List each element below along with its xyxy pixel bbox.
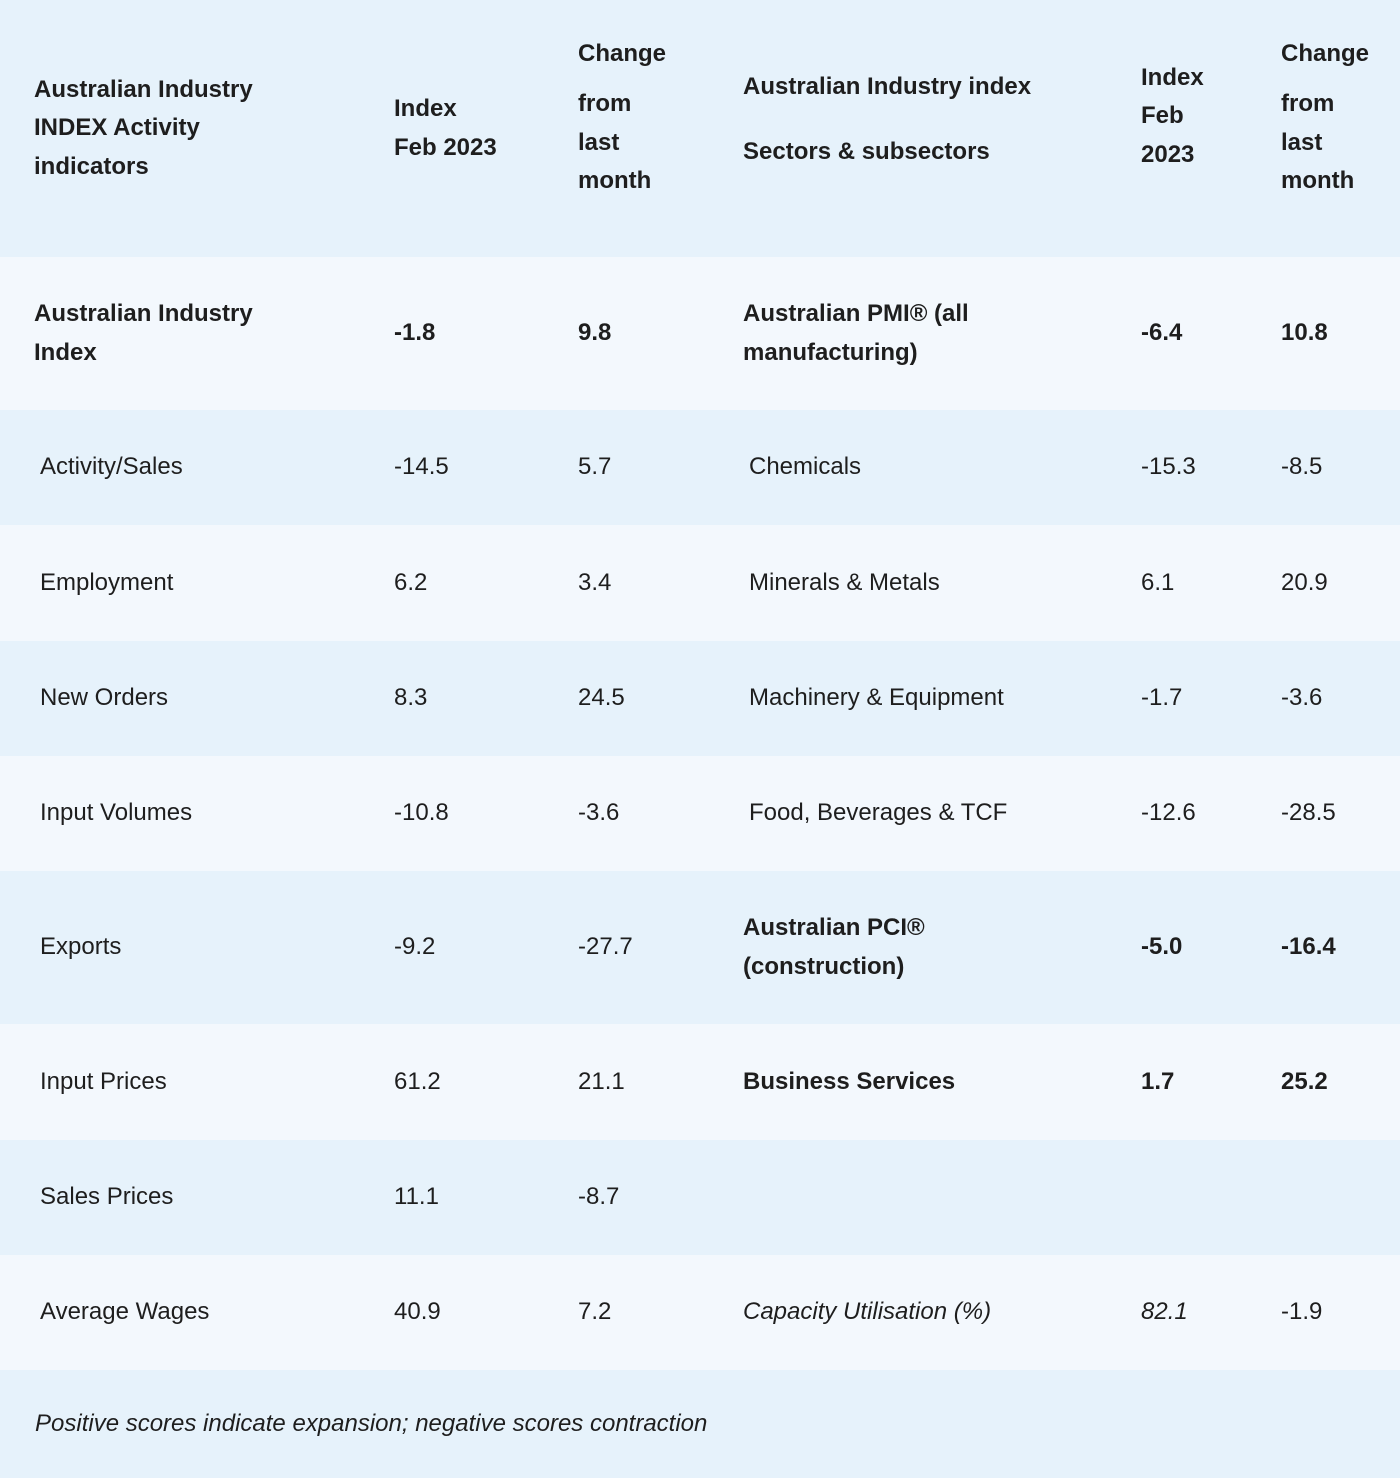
indicator-index-value: -1.8 [394,319,436,347]
indicator-name: Average Wages [40,1298,210,1326]
sector-index-value: -15.3 [1141,453,1196,481]
sector-change-value: 25.2 [1281,1067,1328,1095]
sector-name: Australian PCI® (construction) [743,914,925,980]
sector-change-value: 10.8 [1281,319,1328,347]
indicator-index-value: -9.2 [394,933,436,961]
sector-index-value [1141,1140,1261,1255]
indicator-change-value: 3.4 [578,568,612,596]
indicator-name: Australian Industry Index [34,300,253,366]
indicator-change-value: 7.2 [578,1298,612,1326]
sector-index-value: 1.7 [1141,1067,1175,1095]
sector-name: Capacity Utilisation (%) [743,1298,992,1326]
indicator-index-value: 6.2 [394,568,428,596]
header-index-feb-2023: Index Feb 2023 [394,95,497,161]
indicator-name: Sales Prices [40,1183,174,1211]
sector-change-value: -1.9 [1281,1298,1323,1326]
table-row: Average Wages 40.9 7.2 Capacity Utilisat… [0,1255,1400,1370]
header-sectors-subsectors: Australian Industry index Sectors & subs… [743,73,1032,165]
footnote: Positive scores indicate expansion; nega… [35,1410,708,1437]
header-sector-index-feb-2023: Index Feb 2023 [1141,63,1204,168]
table-footnote-row: Positive scores indicate expansion; nega… [0,1370,1400,1478]
table-row: Australian Industry Index -1.8 9.8 Austr… [0,257,1400,410]
indicator-name: Input Volumes [40,799,193,827]
indicator-name: Activity/Sales [40,453,183,481]
header-change-from-last-month: Change from last month [578,39,667,195]
indicator-index-value: 40.9 [394,1298,441,1326]
sector-index-value: -1.7 [1141,684,1183,712]
indicator-name: New Orders [40,684,169,712]
sector-name [743,1140,1123,1255]
sector-index-value: 6.1 [1141,568,1175,596]
indicator-change-value: 5.7 [578,453,612,481]
sector-change-value: 20.9 [1281,568,1328,596]
indicator-index-value: 8.3 [394,684,428,712]
indicator-index-value: -10.8 [394,799,449,827]
sector-index-value: -5.0 [1141,933,1183,961]
table-row: New Orders 8.3 24.5 Machinery & Equipmen… [0,641,1400,756]
indicator-index-value: 61.2 [394,1067,441,1095]
indicator-change-value: -8.7 [578,1183,620,1211]
indicator-index-value: 11.1 [394,1183,439,1211]
sector-name: Chemicals [749,453,862,481]
sector-index-value: 82.1 [1141,1298,1188,1326]
indicator-change-value: 9.8 [578,319,612,347]
indicator-name: Input Prices [40,1067,167,1095]
indicator-name: Employment [40,568,174,596]
indicator-change-value: -27.7 [578,933,633,961]
sector-name: Food, Beverages & TCF [749,799,1008,827]
sector-change-value: -16.4 [1281,933,1336,961]
sector-change-value: -28.5 [1281,799,1336,827]
header-activity-indicators: Australian Industry INDEX Activity indic… [34,75,253,180]
header-sector-change-from-last-month: Change from last month [1281,39,1370,195]
indicator-name: Exports [40,933,122,961]
sector-index-value: -6.4 [1141,319,1183,347]
table-row: Sales Prices 11.1 -8.7 [0,1140,1400,1255]
indicator-change-value: 24.5 [578,684,625,712]
table-header-row: Australian Industry INDEX Activity indic… [0,0,1400,257]
sector-change-value: -3.6 [1281,684,1323,712]
sector-index-value: -12.6 [1141,799,1196,827]
indicator-index-value: -14.5 [394,453,449,481]
sector-name: Machinery & Equipment [749,684,1004,712]
table-row: Activity/Sales -14.5 5.7 Chemicals -15.3… [0,410,1400,525]
sector-name: Minerals & Metals [749,568,940,596]
sector-change-value [1281,1140,1391,1255]
sector-name: Business Services [743,1067,956,1095]
indicator-change-value: -3.6 [578,799,620,827]
table-row: Exports -9.2 -27.7 Australian PCI® (cons… [0,871,1400,1024]
sector-name: Australian PMI® (all manufacturing) [743,300,969,366]
table-row: Input Volumes -10.8 -3.6 Food, Beverages… [0,756,1400,871]
table-row: Employment 6.2 3.4 Minerals & Metals 6.1… [0,525,1400,641]
sector-change-value: -8.5 [1281,453,1323,481]
indicator-change-value: 21.1 [578,1067,625,1095]
table-row: Input Prices 61.2 21.1 Business Services… [0,1024,1400,1140]
